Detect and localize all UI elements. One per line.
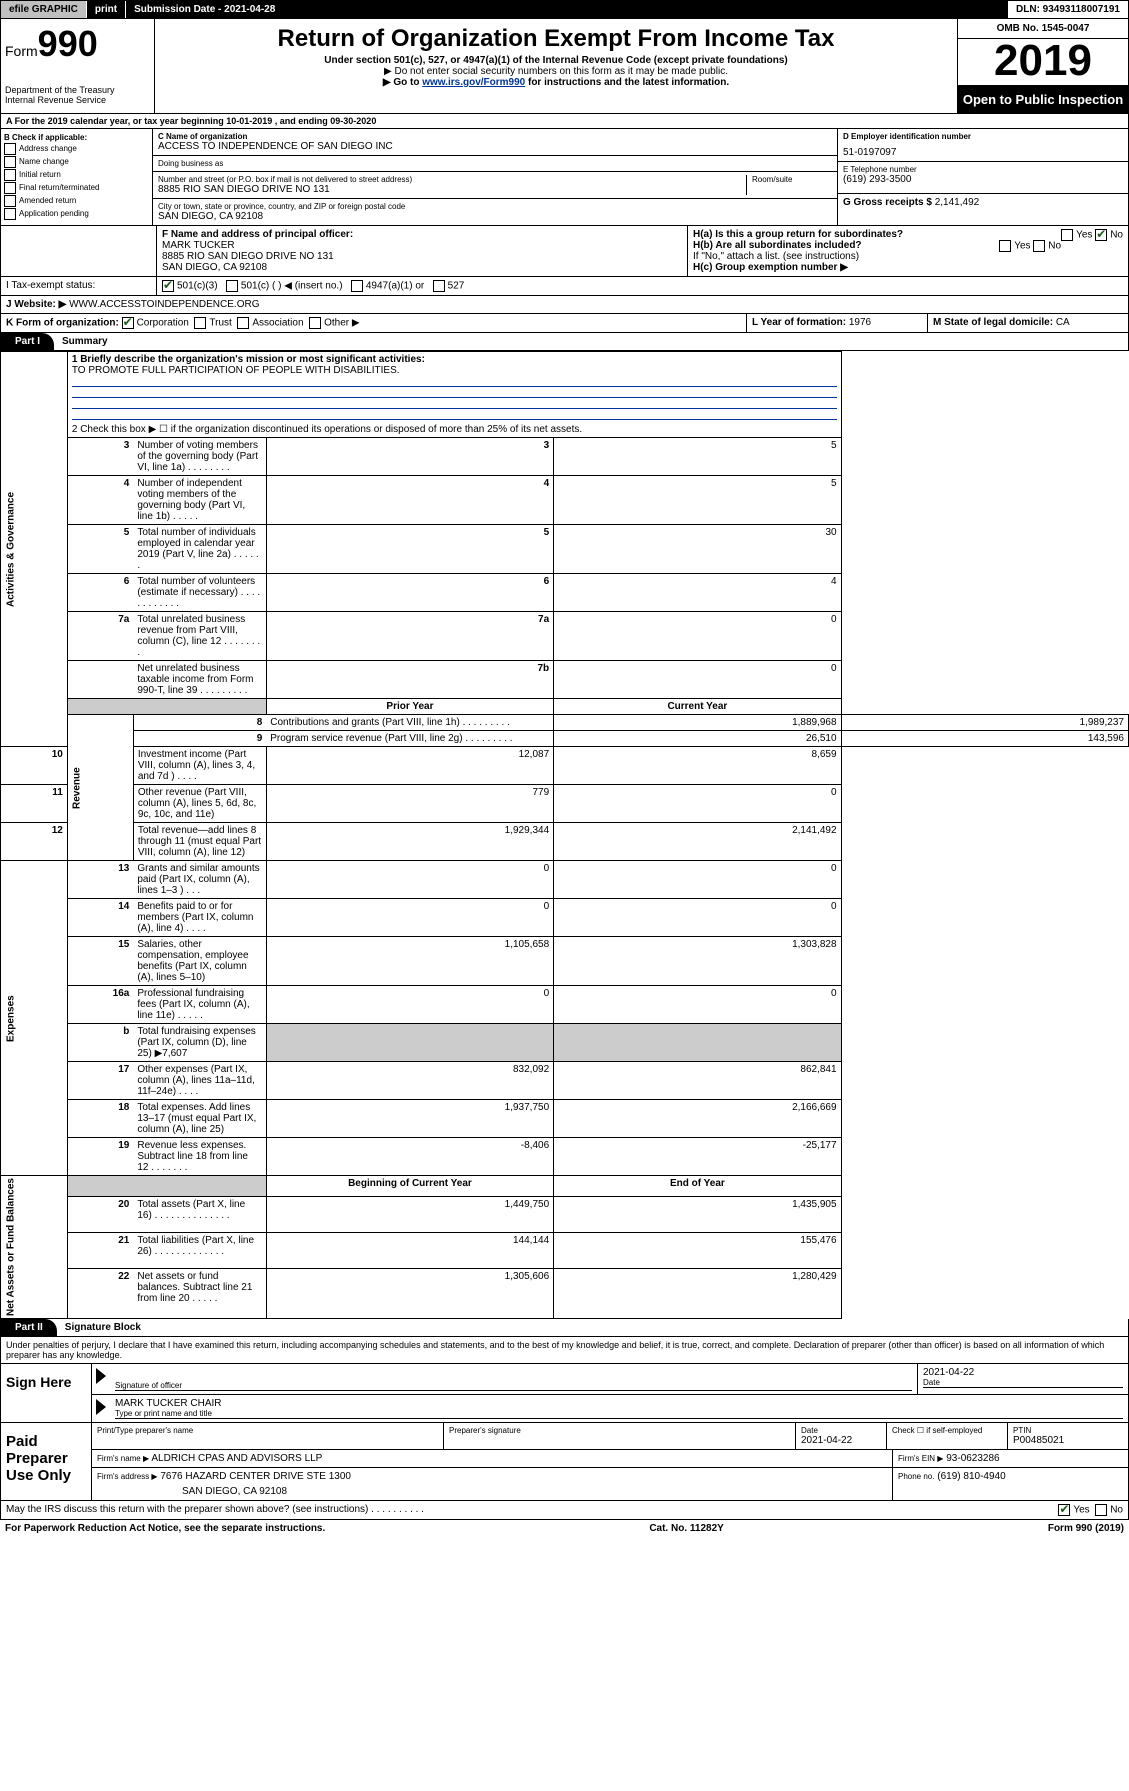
- phone-value: (619) 293-3500: [843, 174, 1123, 185]
- identity-block: B Check if applicable: Address change Na…: [0, 129, 1129, 226]
- sign-here-section: Sign Here Signature of officer 2021-04-2…: [0, 1364, 1129, 1423]
- form-note-2: ▶ Go to www.irs.gov/Form990 for instruct…: [163, 77, 949, 88]
- ha-row: H(a) Is this a group return for subordin…: [693, 229, 1123, 240]
- exp-row: 16aProfessional fundraising fees (Part I…: [1, 986, 1129, 1024]
- street-address: 8885 RIO SAN DIEGO DRIVE NO 131: [158, 184, 746, 195]
- line1-label: 1 Briefly describe the organization's mi…: [72, 354, 837, 365]
- net-row: 22Net assets or fund balances. Subtract …: [1, 1268, 1129, 1318]
- org-name-label: C Name of organization: [158, 132, 832, 141]
- officer-name: MARK TUCKER: [162, 240, 682, 251]
- section-a: A For the 2019 calendar year, or tax yea…: [0, 114, 1129, 129]
- gov-row: 5Total number of individuals employed in…: [1, 525, 1129, 574]
- gov-row: 3Number of voting members of the governi…: [1, 438, 1129, 476]
- exp-row: 14Benefits paid to or for members (Part …: [1, 899, 1129, 937]
- net-row: 21Total liabilities (Part X, line 26) . …: [1, 1232, 1129, 1268]
- hc-row: H(c) Group exemption number ▶: [693, 262, 1123, 273]
- room-label: Room/suite: [752, 175, 832, 184]
- arrow-icon: [96, 1368, 106, 1384]
- exp-row: bTotal fundraising expenses (Part IX, co…: [1, 1024, 1129, 1062]
- paid-preparer-section: Paid Preparer Use Only Print/Type prepar…: [0, 1423, 1129, 1501]
- net-row: 20Total assets (Part X, line 16) . . . .…: [1, 1197, 1129, 1233]
- gov-row: Net unrelated business taxable income fr…: [1, 661, 1129, 699]
- exp-row: 19Revenue less expenses. Subtract line 1…: [1, 1138, 1129, 1176]
- ein-value: 51-0197097: [843, 147, 1123, 158]
- net-side-label: Net Assets or Fund Balances: [1, 1176, 68, 1319]
- addr-label: Number and street (or P.O. box if mail i…: [158, 175, 746, 184]
- officer-addr2: SAN DIEGO, CA 92108: [162, 262, 682, 273]
- exp-row: 18Total expenses. Add lines 13–17 (must …: [1, 1100, 1129, 1138]
- print-button[interactable]: print: [87, 1, 126, 18]
- website-row: J Website: ▶ WWW.ACCESSTOINDEPENDENCE.OR…: [0, 296, 1129, 314]
- org-name: ACCESS TO INDEPENDENCE OF SAN DIEGO INC: [158, 141, 832, 152]
- form-subtitle: Under section 501(c), 527, or 4947(a)(1)…: [163, 55, 949, 66]
- gov-row: 6Total number of volunteers (estimate if…: [1, 574, 1129, 612]
- rev-side-label: Revenue: [67, 715, 133, 861]
- city-label: City or town, state or province, country…: [158, 202, 832, 211]
- officer-group-block: F Name and address of principal officer:…: [0, 226, 1129, 277]
- top-toolbar: efile GRAPHIC print Submission Date - 20…: [0, 0, 1129, 19]
- exp-row: 15Salaries, other compensation, employee…: [1, 937, 1129, 986]
- tax-exempt-row: I Tax-exempt status: 501(c)(3) 501(c) ( …: [0, 277, 1129, 296]
- part1-header: Part I Summary: [0, 333, 1129, 351]
- line1-value: TO PROMOTE FULL PARTICIPATION OF PEOPLE …: [72, 365, 837, 376]
- dba-label: Doing business as: [158, 159, 223, 168]
- submission-date: Submission Date - 2021-04-28: [126, 1, 1008, 18]
- line2: 2 Check this box ▶ ☐ if the organization…: [67, 422, 841, 438]
- open-public-badge: Open to Public Inspection: [958, 86, 1128, 113]
- perjury-text: Under penalties of perjury, I declare th…: [0, 1337, 1129, 1364]
- exp-side-label: Expenses: [1, 861, 68, 1176]
- irs-link[interactable]: www.irs.gov/Form990: [422, 77, 525, 88]
- form-number: Form990: [5, 23, 150, 65]
- dln-value: DLN: 93493118007191: [1008, 1, 1128, 18]
- page-footer: For Paperwork Reduction Act Notice, see …: [0, 1520, 1129, 1537]
- check-applicable: B Check if applicable: Address change Na…: [1, 129, 153, 225]
- gov-row: 7aTotal unrelated business revenue from …: [1, 612, 1129, 661]
- website-url: WWW.ACCESSTOINDEPENDENCE.ORG: [69, 299, 259, 310]
- rev-row: 12Total revenue—add lines 8 through 11 (…: [1, 823, 1129, 861]
- rev-row: 9Program service revenue (Part VIII, lin…: [1, 731, 1129, 747]
- arrow-icon: [96, 1399, 106, 1415]
- rev-row: 10Investment income (Part VIII, column (…: [1, 747, 1129, 785]
- phone-label: E Telephone number: [843, 165, 1123, 174]
- tax-year: 2019: [958, 39, 1128, 86]
- hb-note: If "No," attach a list. (see instruction…: [693, 251, 1123, 262]
- gov-row: 4Number of independent voting members of…: [1, 476, 1129, 525]
- officer-name-sig: MARK TUCKER CHAIR: [115, 1398, 1123, 1409]
- part1-table: Activities & Governance 1 Briefly descri…: [0, 351, 1129, 1319]
- discuss-row: May the IRS discuss this return with the…: [0, 1501, 1129, 1520]
- form-note-1: ▶ Do not enter social security numbers o…: [163, 66, 949, 77]
- dept-treasury: Department of the Treasury Internal Reve…: [5, 85, 150, 105]
- officer-label: F Name and address of principal officer:: [162, 229, 682, 240]
- rev-row: 11Other revenue (Part VIII, column (A), …: [1, 785, 1129, 823]
- exp-row: 17Other expenses (Part IX, column (A), l…: [1, 1062, 1129, 1100]
- officer-addr1: 8885 RIO SAN DIEGO DRIVE NO 131: [162, 251, 682, 262]
- form-title: Return of Organization Exempt From Incom…: [163, 25, 949, 53]
- city-state-zip: SAN DIEGO, CA 92108: [158, 211, 832, 222]
- hb-row: H(b) Are all subordinates included? Yes …: [693, 240, 1123, 251]
- gross-label: G Gross receipts $: [843, 197, 932, 208]
- efile-badge: efile GRAPHIC: [1, 1, 87, 18]
- gross-value: 2,141,492: [935, 197, 980, 208]
- gov-side-label: Activities & Governance: [1, 352, 68, 747]
- ein-label: D Employer identification number: [843, 132, 1123, 141]
- part2-header: Part II Signature Block: [0, 1319, 1129, 1337]
- form-header: Form990 Department of the Treasury Inter…: [0, 19, 1129, 114]
- form-org-row: K Form of organization: Corporation Trus…: [0, 314, 1129, 333]
